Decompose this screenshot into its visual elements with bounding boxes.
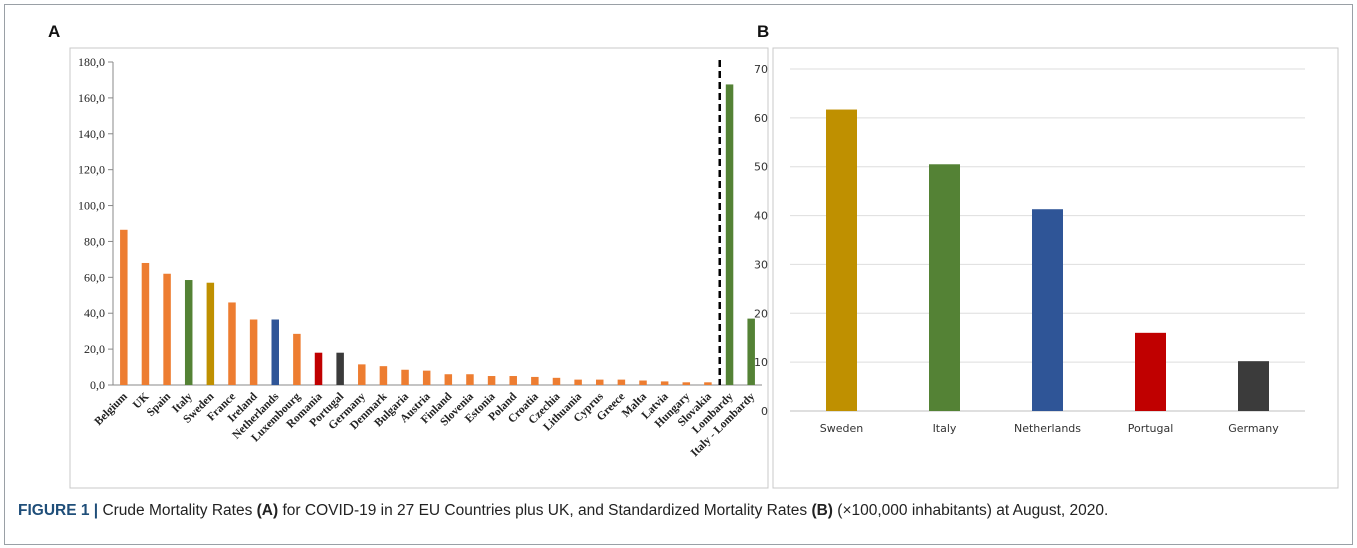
panel-a-y-tick-label: 20,0 (84, 342, 105, 356)
panel-a-bar (141, 262, 150, 385)
panel-a-bar (293, 333, 301, 385)
panel-b-bar (929, 164, 960, 411)
panel-a-y-tick-label: 160,0 (78, 91, 105, 105)
panel-a-bar (401, 369, 409, 385)
panel-b-bar (826, 109, 857, 412)
panel-a-bar (660, 381, 669, 385)
panel-a-bar (184, 280, 193, 385)
caption-text-3: (×100,000 inhabitants) at August, 2020. (832, 502, 1109, 519)
caption-text-1: Crude Mortality Rates (98, 502, 257, 519)
figure-frame (4, 4, 1353, 545)
panel-b-x-tick-label: Italy (933, 422, 957, 435)
panel-a-bar (358, 364, 366, 385)
panel-a-bar (747, 318, 755, 385)
panel-a-bar (422, 370, 431, 385)
panel-a-bar (509, 376, 517, 385)
panel-a-y-tick-label: 60,0 (84, 270, 105, 284)
figure-caption: FIGURE 1 | Crude Mortality Rates (A) for… (18, 502, 1338, 520)
panel-b-y-tick-label: 20 (754, 307, 768, 320)
panel-a-bar (444, 374, 453, 385)
panel-a-bar (314, 352, 323, 385)
caption-ref-a: (A) (256, 502, 279, 519)
panel-b-bar (1032, 209, 1063, 411)
panel-b-x-tick-label: Germany (1228, 422, 1279, 435)
caption-text-2: for COVID-19 in 27 EU Countries plus UK,… (278, 502, 812, 519)
panel-a-bar (163, 273, 171, 385)
panel-a-y-tick-label: 140,0 (78, 127, 105, 141)
panel-a-bar (682, 382, 691, 385)
panel-a-bar (379, 366, 388, 385)
panel-b-x-tick-label: Netherlands (1014, 422, 1081, 435)
panel-a-bar (466, 374, 474, 385)
caption-ref-b: (B) (811, 502, 833, 519)
panel-a-bar (704, 382, 712, 385)
panel-a-bar (487, 376, 496, 385)
panel-a-bar (206, 282, 215, 385)
panel-a-bar (617, 379, 626, 385)
panel-b-bar (1238, 361, 1269, 411)
panel-a-bar (596, 379, 604, 385)
panel-a-y-tick-label: 80,0 (84, 234, 105, 248)
panel-a-y-tick-label: 40,0 (84, 306, 105, 320)
panel-a-bar (531, 376, 539, 385)
panel-b-y-tick-label: 60 (754, 112, 768, 125)
panel-b-letter: B (757, 22, 770, 41)
panel-a-bar (228, 302, 236, 385)
panel-a-bar (120, 229, 128, 385)
panel-a-bar (725, 84, 734, 386)
panel-b-x-tick-label: Sweden (820, 422, 863, 435)
panel-a-y-tick-label: 100,0 (78, 199, 105, 213)
panel-b-y-tick-label: 70 (754, 63, 768, 76)
panel-b-bar (1135, 332, 1166, 411)
panel-b-y-tick-label: 0 (761, 405, 768, 418)
panel-b-x-tick-label: Portugal (1128, 422, 1174, 435)
panel-a-bar (271, 319, 279, 385)
panel-b-plot-frame (772, 47, 1339, 489)
panel-a-y-tick-label: 0,0 (90, 378, 105, 392)
panel-a-letter: A (48, 22, 61, 41)
panel-a-bar (574, 379, 582, 385)
panel-a-bar (552, 377, 561, 385)
caption-figure-label: FIGURE 1 | (18, 502, 99, 519)
panel-b-y-tick-label: 40 (754, 210, 768, 223)
panel-b-y-tick-label: 30 (754, 258, 768, 271)
panel-a-bar (336, 352, 344, 385)
panel-a-y-tick-label: 180,0 (78, 55, 105, 69)
panel-a-y-tick-label: 120,0 (78, 163, 105, 177)
panel-a-plot-frame (69, 47, 769, 489)
panel-a-bar (639, 380, 647, 385)
panel-b-y-tick-label: 50 (754, 161, 768, 174)
panel-b-y-tick-label: 10 (754, 356, 768, 369)
panel-a-bar (249, 319, 258, 385)
